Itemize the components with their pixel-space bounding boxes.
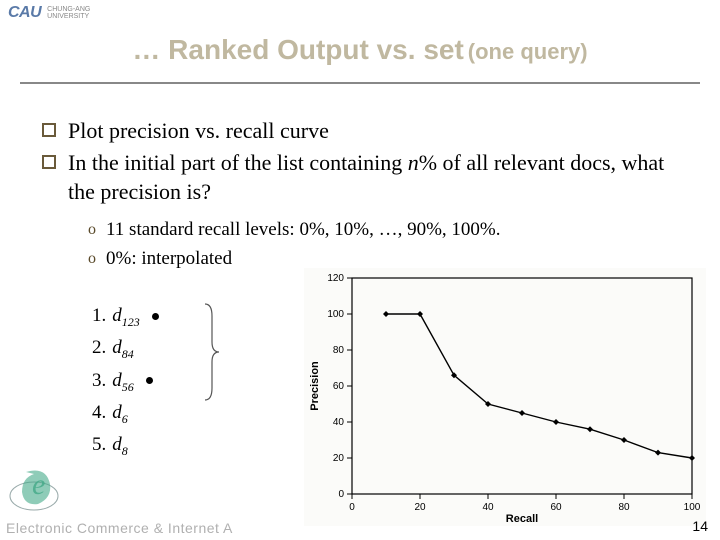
svg-text:Recall: Recall [506,513,538,525]
brand-header: CAU CHUNG-ANG UNIVERSITY [8,4,90,22]
relevant-dot-icon [146,377,153,384]
sub-bullet-list: o 11 standard recall levels: 0%, 10%, …,… [88,216,678,273]
svg-text:Precision: Precision [309,361,321,411]
doc-rank: 4. [92,397,106,429]
sub-bullet-item: o 11 standard recall levels: 0%, 10%, …,… [88,216,678,245]
svg-text:100: 100 [327,309,344,320]
brand-tagline: CHUNG-ANG UNIVERSITY [47,6,90,20]
precision-recall-chart: 0 20 40 60 80 100 0 20 40 60 80 100 120 Recall Precisi… [304,268,706,526]
doc-row: 2. d84 [92,332,159,364]
svg-text:120: 120 [327,273,344,284]
brace-icon [202,302,220,402]
page-number: 14 [692,518,708,534]
doc-row: 1. d123 [92,300,159,332]
bullet-item: Plot precision vs. recall curve [42,116,682,146]
doc-id: d84 [112,332,134,364]
svg-text:0: 0 [349,502,355,513]
relevant-dot-icon [152,313,159,320]
bullet-text: Plot precision vs. recall curve [68,116,682,146]
sub-bullet-marker-icon: o [88,247,96,271]
doc-rank: 5. [92,429,106,461]
doc-id: d6 [112,397,128,429]
svg-text:80: 80 [333,345,345,356]
svg-text:20: 20 [333,453,345,464]
doc-row: 3. d56 [92,365,159,397]
svg-text:20: 20 [414,502,426,513]
bullet-marker-icon [42,123,56,137]
doc-row: 5. d8 [92,429,159,461]
sub-bullet-text: 0%: interpolated [106,245,232,274]
bullet-list: Plot precision vs. recall curve In the i… [42,116,682,209]
slide-title: … Ranked Output vs. set (one query) [0,34,720,66]
doc-rank: 1. [92,300,106,332]
footer-text: Electronic Commerce & Internet A [6,520,233,536]
sub-bullet-text: 11 standard recall levels: 0%, 10%, …, 9… [106,216,501,245]
bullet-text: In the initial part of the list containi… [68,148,682,207]
doc-rank: 2. [92,332,106,364]
svg-text:100: 100 [684,502,701,513]
bullet-marker-icon [42,155,56,169]
svg-text:40: 40 [333,417,345,428]
doc-id: d8 [112,429,128,461]
svg-text:80: 80 [618,502,630,513]
svg-text:e: e [32,468,45,501]
corner-logo-icon: e [6,458,66,518]
doc-id: d123 [112,300,140,332]
brand-logo: CAU [8,4,41,22]
title-underline [20,82,700,84]
sub-bullet-marker-icon: o [88,218,96,242]
svg-text:60: 60 [550,502,562,513]
title-main: … Ranked Output vs. set [132,34,463,65]
doc-row: 4. d6 [92,397,159,429]
doc-rank: 3. [92,365,106,397]
ranked-doc-list: 1. d1232. d843. d564. d65. d8 [92,300,159,461]
svg-text:0: 0 [338,489,344,500]
bullet-item: In the initial part of the list containi… [42,148,682,207]
title-sub: (one query) [468,39,588,64]
svg-text:60: 60 [333,381,345,392]
svg-text:40: 40 [482,502,494,513]
doc-id: d56 [112,365,134,397]
